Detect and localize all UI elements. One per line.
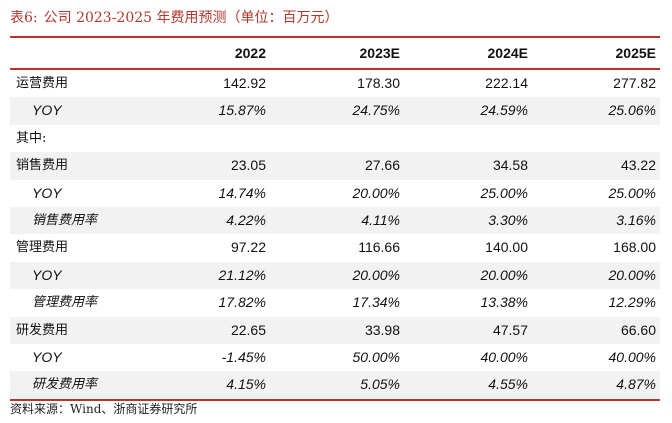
table-row: 研发费用 22.65 33.98 47.57 66.60 [10,316,660,344]
table-cell: 40.00% [480,348,528,365]
table-cell: 20.00% [352,184,400,201]
table-cell: -1.45% [221,348,266,365]
row-label: YOY [32,266,62,283]
row-label: 研发费用 [16,322,69,338]
table-number: 表6: [10,10,38,26]
table-cell: 20.00% [608,266,656,283]
table-cell: 168.00 [613,239,656,256]
table-cell: 33.98 [364,321,400,338]
row-label: YOY [32,184,62,201]
table-cell: 50.00% [352,348,400,365]
row-label: 管理费用率 [32,295,98,311]
table-cell: 140.00 [485,239,528,256]
table-cell: 47.57 [492,321,528,338]
header-cell: 2025E [615,45,656,61]
table-cell: 17.82% [218,294,266,311]
table-cell: 25.00% [480,184,528,201]
row-label: 销售费用 [16,158,69,174]
row-label: 研发费用率 [32,377,98,393]
table-cell: 34.58 [492,157,528,174]
forecast-table: 2022 2023E 2024E 2025E 运营费用 142.92 178.3… [10,36,660,401]
table-cell: 3.16% [616,211,656,228]
table-cell: 222.14 [485,75,528,91]
table-cell: 4.11% [361,211,400,228]
row-label: 销售费用率 [32,212,98,228]
table-row: YOY 14.74% 20.00% 25.00% 25.00% [10,180,660,207]
table-title-text: 公司 2023-2025 年费用预测（单位：百万元） [43,10,339,26]
table-cell: 25.06% [608,102,656,119]
table-row: 销售费用率 4.22% 4.11% 3.30% 3.16% [10,206,660,235]
table-cell: 116.66 [358,239,400,256]
table-cell: 12.29% [608,294,656,311]
table-cell: 20.00% [352,266,400,283]
table-row: 销售费用 23.05 27.66 34.58 43.22 [10,152,660,180]
table-cell: 5.05% [360,376,400,393]
table-row: 运营费用 142.92 178.30 222.14 277.82 [10,70,660,97]
top-rule [10,36,660,38]
table-cell: 4.22% [226,211,266,228]
header-cell: 2023E [359,45,400,61]
header-rule [10,68,660,70]
table-cell: 14.74% [218,184,266,201]
table-row: 其中: [10,125,660,152]
row-label: YOY [32,348,62,365]
row-label: YOY [32,102,62,119]
table-row: 管理费用 97.22 116.66 140.00 168.00 [10,234,660,261]
table-cell: 23.05 [230,157,266,174]
table-cell: 43.22 [620,157,656,174]
header-row: 2022 2023E 2024E 2025E [10,38,660,68]
table-cell: 17.34% [352,294,400,311]
header-cell: 2022 [234,45,266,61]
table-row: YOY 15.87% 24.75% 24.59% 25.06% [10,97,660,125]
table-cell: 3.30% [488,211,528,228]
table-cell: 40.00% [608,348,656,365]
table-row: YOY -1.45% 50.00% 40.00% 40.00% [10,344,660,371]
table-cell: 22.65 [230,321,266,338]
table-row: 管理费用率 17.82% 17.34% 13.38% 12.29% [10,289,660,316]
bottom-rule [10,398,660,401]
table-row: 研发费用率 4.15% 5.05% 4.55% 4.87% [10,371,660,399]
row-label: 其中: [16,130,47,146]
table-title: 表6: 公司 2023-2025 年费用预测（单位：百万元） [10,8,339,28]
table-cell: 66.60 [620,321,656,338]
table-cell: 142.92 [223,75,266,91]
table-cell: 4.87% [616,376,656,393]
table-cell: 24.59% [480,102,528,119]
table-cell: 4.15% [226,376,266,393]
table-cell: 4.55% [488,376,528,393]
table-cell: 277.82 [613,75,656,91]
source-note: 资料来源：Wind、浙商证券研究所 [10,402,198,416]
row-label: 管理费用 [16,240,69,256]
table-cell: 178.30 [357,75,400,91]
table-cell: 97.22 [230,239,266,256]
table-row: YOY 21.12% 20.00% 20.00% 20.00% [10,261,660,290]
table-cell: 27.66 [364,157,400,174]
table-cell: 25.00% [608,184,656,201]
table-cell: 13.38% [480,294,528,311]
row-label: 运营费用 [16,76,69,91]
table-cell: 24.75% [352,102,400,119]
table-cell: 21.12% [218,266,266,283]
header-cell: 2024E [487,45,528,61]
table-cell: 15.87% [218,102,266,119]
table-cell: 20.00% [480,266,528,283]
